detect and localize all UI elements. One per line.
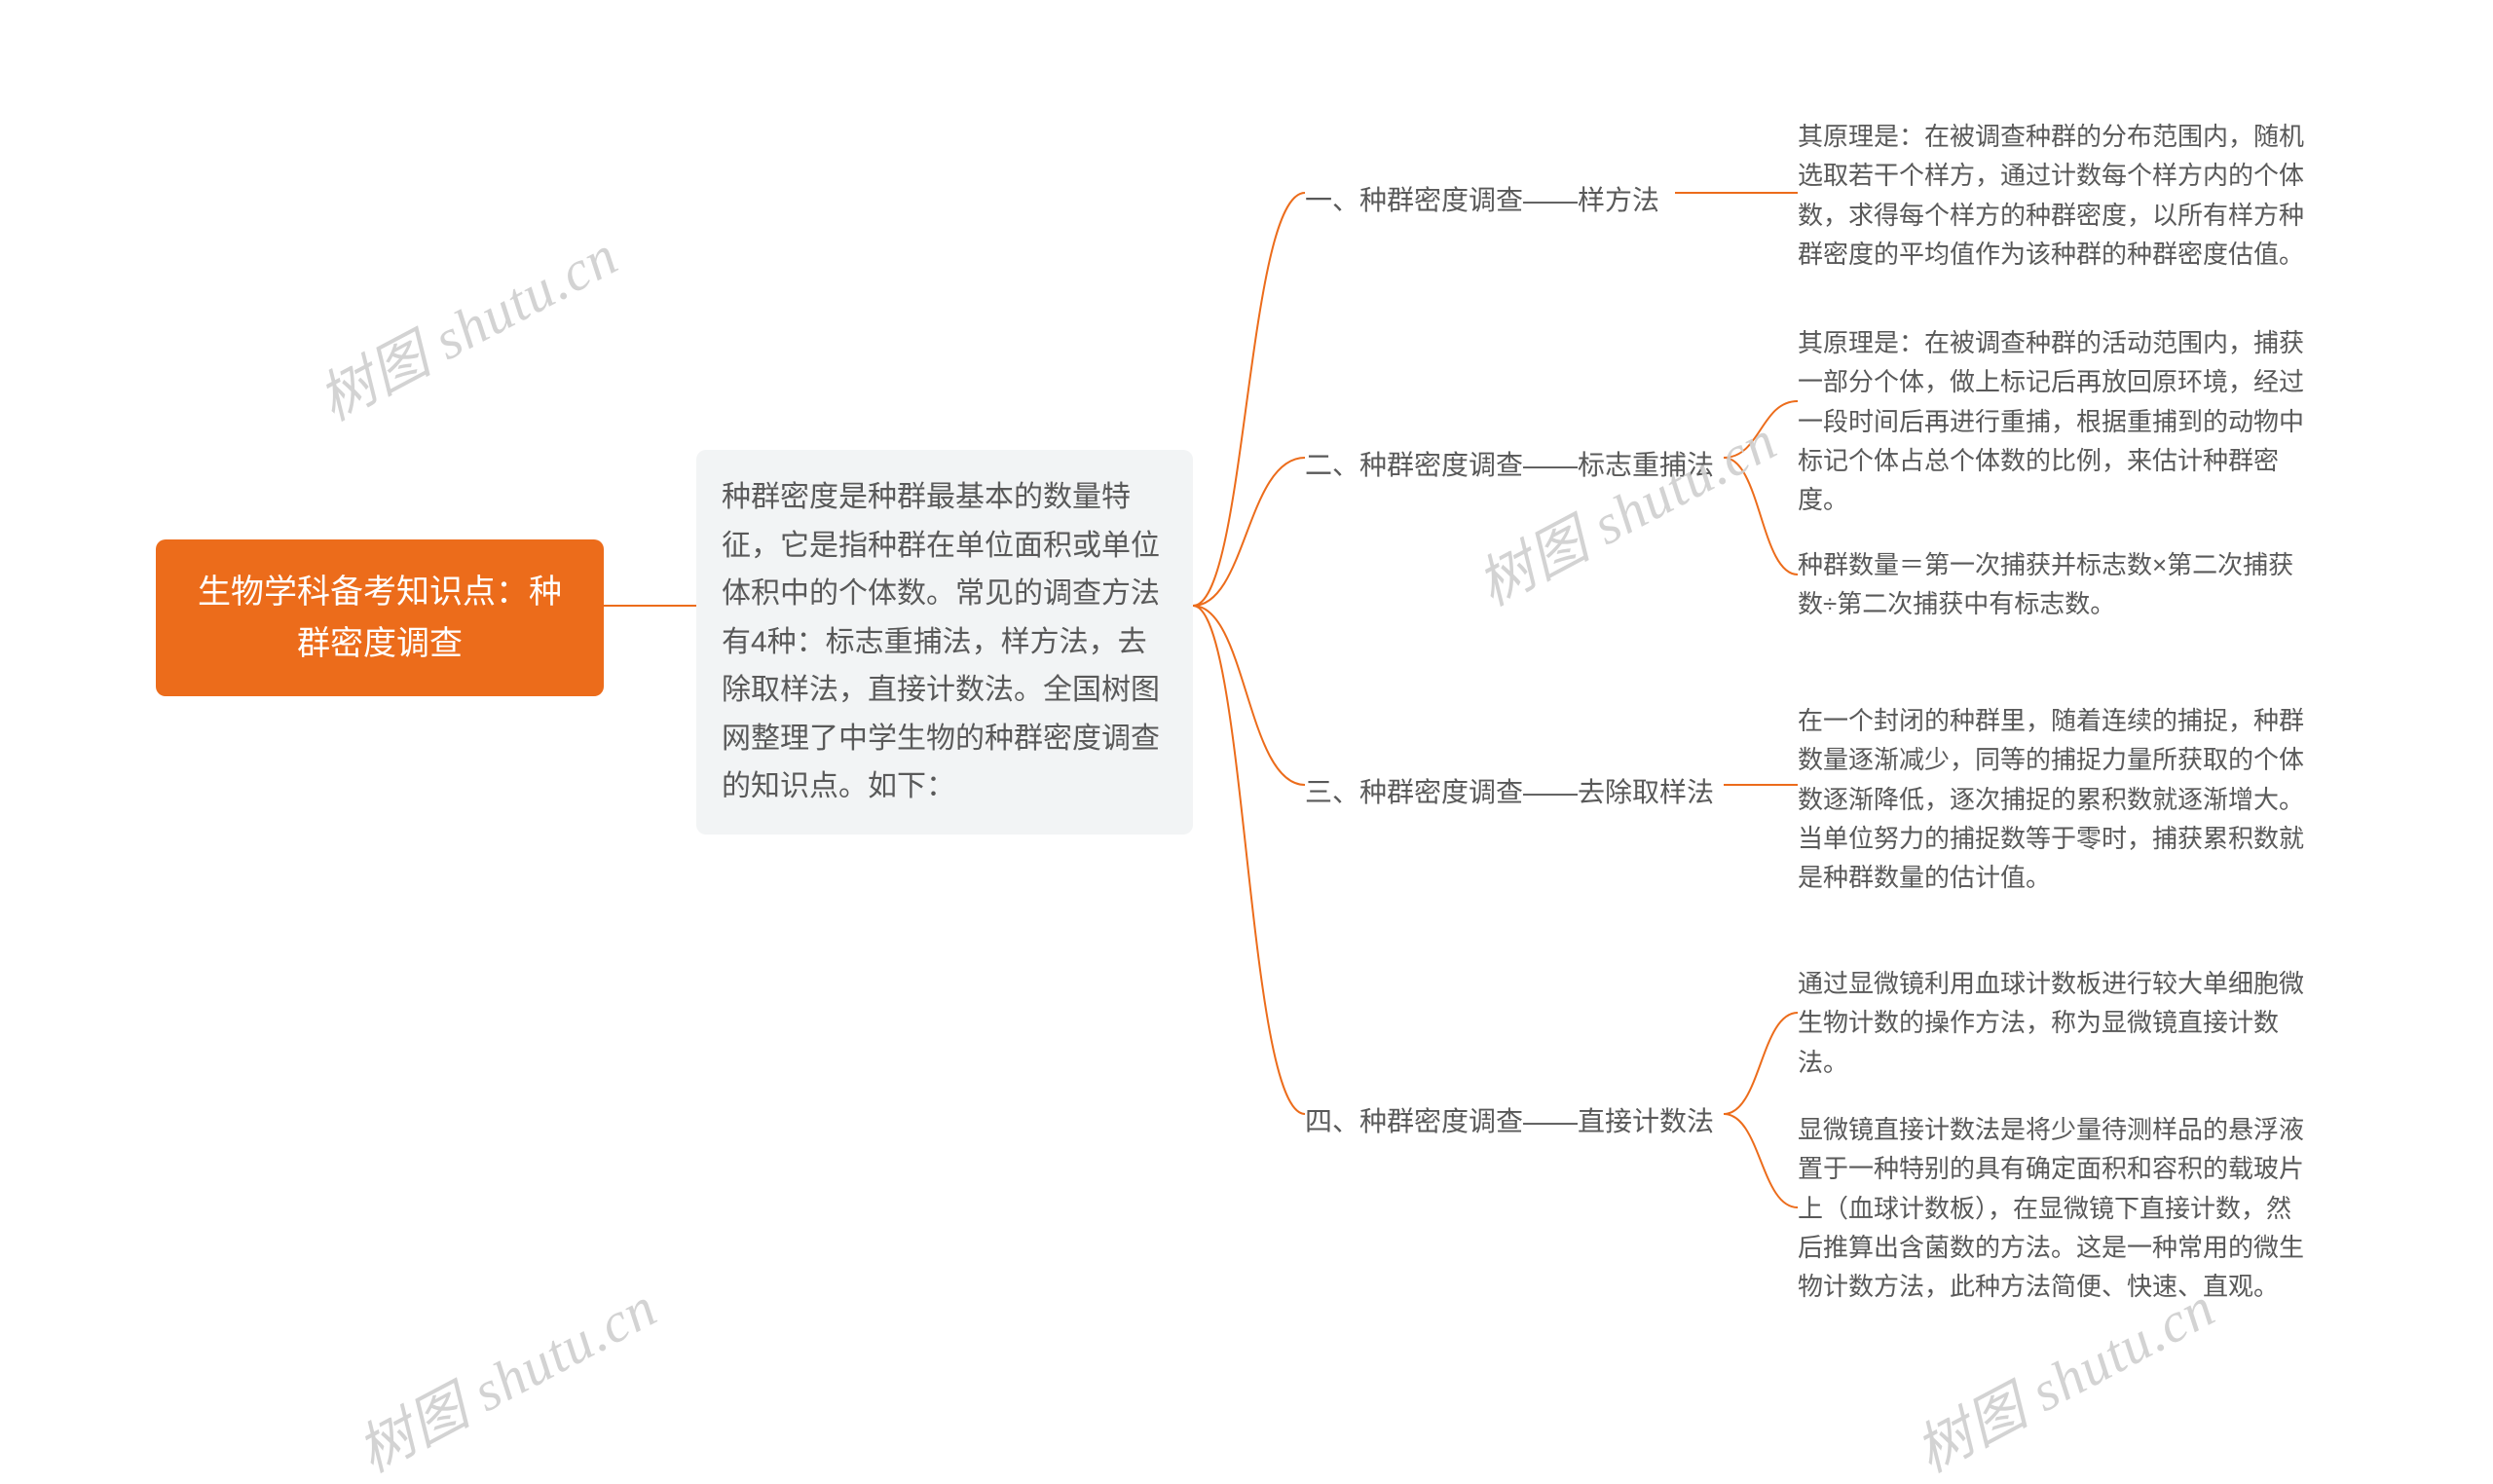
root-text: 生物学科备考知识点：种群密度调查 [198, 574, 562, 662]
branch-2-leaf-2[interactable]: 种群数量＝第一次捕获并标志数×第二次捕获数÷第二次捕获中有标志数。 [1798, 545, 2314, 624]
branch-4-label: 四、种群密度调查——直接计数法 [1305, 1106, 1714, 1136]
edge-b4-l2 [1724, 1114, 1798, 1207]
branch-4-leaf-2[interactable]: 显微镜直接计数法是将少量待测样品的悬浮液置于一种特别的具有确定面积和容积的载玻片… [1798, 1110, 2314, 1306]
edge-b2-l2 [1724, 458, 1798, 575]
root-node[interactable]: 生物学科备考知识点：种群密度调查 [156, 539, 604, 696]
mindmap-canvas: 生物学科备考知识点：种群密度调查 种群密度是种群最基本的数量特征，它是指种群在单… [0, 0, 2493, 1484]
branch-2-leaf-1-text: 其原理是：在被调查种群的活动范围内，捕获一部分个体，做上标记后再放回原环境，经过… [1798, 328, 2304, 514]
branch-4-leaf-1-text: 通过显微镜利用血球计数板进行较大单细胞微生物计数的操作方法，称为显微镜直接计数法… [1798, 969, 2304, 1077]
intro-node[interactable]: 种群密度是种群最基本的数量特征，它是指种群在单位面积或单位体积中的个体数。常见的… [696, 450, 1193, 835]
branch-4[interactable]: 四、种群密度调查——直接计数法 [1305, 1100, 1714, 1142]
watermark-3: 树图 shutu.cn [341, 1262, 668, 1484]
edge-intro-b1 [1193, 193, 1305, 606]
branch-2-leaf-2-text: 种群数量＝第一次捕获并标志数×第二次捕获数÷第二次捕获中有标志数。 [1798, 550, 2293, 618]
branch-1-leaf-1-text: 其原理是：在被调查种群的分布范围内，随机选取若干个样方，通过计数每个样方内的个体… [1798, 122, 2304, 269]
branch-1-label: 一、种群密度调查——样方法 [1305, 185, 1659, 215]
edge-intro-b3 [1193, 606, 1305, 785]
watermark-2: 树图 shutu.cn [1461, 395, 1788, 621]
branch-4-leaf-1[interactable]: 通过显微镜利用血球计数板进行较大单细胞微生物计数的操作方法，称为显微镜直接计数法… [1798, 964, 2314, 1082]
intro-text: 种群密度是种群最基本的数量特征，它是指种群在单位面积或单位体积中的个体数。常见的… [722, 481, 1160, 802]
branch-3-leaf-1[interactable]: 在一个封闭的种群里，随着连续的捕捉，种群数量逐渐减少，同等的捕捉力量所获取的个体… [1798, 701, 2314, 897]
branch-3-label: 三、种群密度调查——去除取样法 [1305, 777, 1714, 807]
branch-2-leaf-1[interactable]: 其原理是：在被调查种群的活动范围内，捕获一部分个体，做上标记后再放回原环境，经过… [1798, 323, 2314, 519]
branch-1-leaf-1[interactable]: 其原理是：在被调查种群的分布范围内，随机选取若干个样方，通过计数每个样方内的个体… [1798, 117, 2314, 274]
branch-4-leaf-2-text: 显微镜直接计数法是将少量待测样品的悬浮液置于一种特别的具有确定面积和容积的载玻片… [1798, 1115, 2304, 1301]
edge-b4-l1 [1724, 1013, 1798, 1114]
edge-intro-b4 [1193, 606, 1305, 1114]
branch-2-label: 二、种群密度调查——标志重捕法 [1305, 450, 1714, 480]
edge-b2-l1 [1724, 401, 1798, 458]
watermark-1: 树图 shutu.cn [302, 210, 629, 436]
branch-2[interactable]: 二、种群密度调查——标志重捕法 [1305, 444, 1714, 486]
branch-1[interactable]: 一、种群密度调查——样方法 [1305, 179, 1659, 221]
branch-3[interactable]: 三、种群密度调查——去除取样法 [1305, 771, 1714, 813]
edge-intro-b2 [1193, 458, 1305, 606]
branch-3-leaf-1-text: 在一个封闭的种群里，随着连续的捕捉，种群数量逐渐减少，同等的捕捉力量所获取的个体… [1798, 706, 2304, 892]
